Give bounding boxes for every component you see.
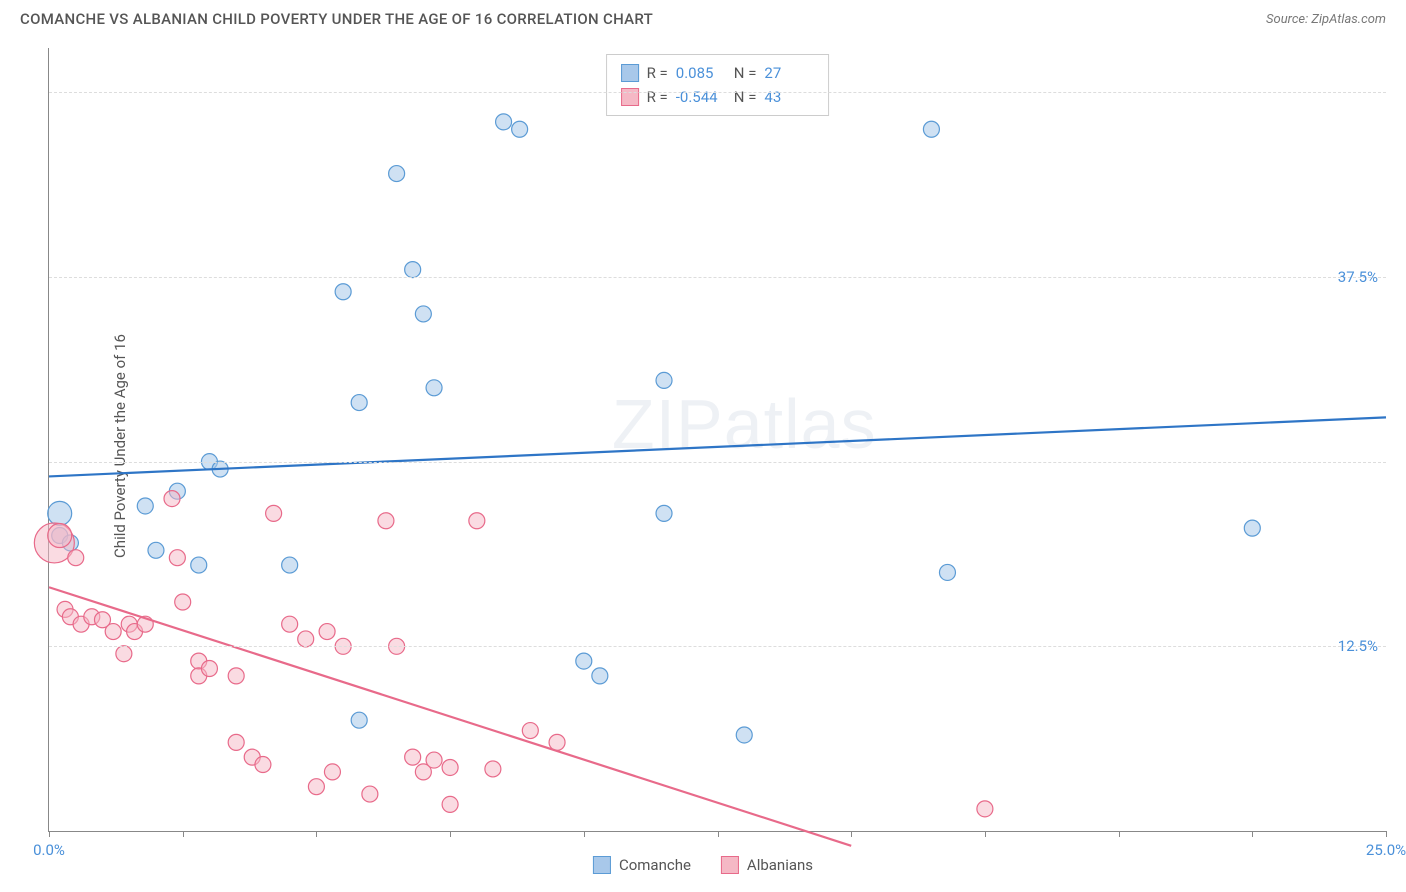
r-label: R =	[647, 61, 668, 85]
data-point	[282, 616, 298, 632]
data-point	[351, 712, 367, 728]
data-point	[389, 166, 405, 182]
data-point	[656, 372, 672, 388]
data-point	[164, 491, 180, 507]
x-tick	[49, 831, 50, 837]
data-point	[405, 262, 421, 278]
x-tick	[584, 831, 585, 837]
data-point	[426, 380, 442, 396]
x-tick	[718, 831, 719, 837]
gridline	[49, 462, 1386, 463]
data-point	[736, 727, 752, 743]
data-point	[656, 505, 672, 521]
data-point	[68, 550, 84, 566]
legend-swatch	[593, 856, 611, 874]
series-swatch	[621, 88, 639, 106]
data-point	[48, 501, 72, 525]
legend-swatch	[721, 856, 739, 874]
data-point	[228, 668, 244, 684]
data-point	[191, 557, 207, 573]
stats-row: R = -0.544 N = 43	[621, 85, 815, 109]
data-point	[405, 749, 421, 765]
data-point	[415, 306, 431, 322]
chart-plot-area: ZIPatlas R =0.085N =27R =-0.544N =43 12.…	[48, 48, 1386, 832]
data-point	[378, 513, 394, 529]
gridline	[49, 277, 1386, 278]
data-point	[175, 594, 191, 610]
data-point	[319, 624, 335, 640]
x-tick	[450, 831, 451, 837]
trend-line	[49, 417, 1386, 476]
x-tick	[316, 831, 317, 837]
scatter-plot-svg	[49, 48, 1386, 831]
x-tick-label: 0.0%	[33, 841, 65, 859]
data-point	[1244, 520, 1260, 536]
y-tick-label: 12.5%	[1338, 637, 1378, 655]
legend-item: Albanians	[721, 856, 813, 874]
gridline	[49, 92, 1386, 93]
y-tick-label: 37.5%	[1338, 268, 1378, 286]
data-point	[324, 764, 340, 780]
data-point	[228, 734, 244, 750]
data-point	[496, 114, 512, 130]
data-point	[426, 752, 442, 768]
r-value: -0.544	[676, 85, 726, 109]
chart-legend: Comanche Albanians	[593, 856, 813, 874]
n-value: 43	[764, 85, 814, 109]
x-tick	[851, 831, 852, 837]
legend-item: Comanche	[593, 856, 691, 874]
stats-row: R = 0.085 N = 27	[621, 61, 815, 85]
data-point	[362, 786, 378, 802]
data-point	[298, 631, 314, 647]
data-point	[308, 779, 324, 795]
series-swatch	[621, 64, 639, 82]
data-point	[148, 542, 164, 558]
data-point	[335, 284, 351, 300]
x-tick	[1119, 831, 1120, 837]
x-tick	[985, 831, 986, 837]
data-point	[137, 498, 153, 514]
data-point	[592, 668, 608, 684]
data-point	[576, 653, 592, 669]
data-point	[48, 524, 72, 548]
data-point	[351, 395, 367, 411]
r-value: 0.085	[676, 61, 726, 85]
data-point	[442, 759, 458, 775]
x-tick	[1252, 831, 1253, 837]
data-point	[939, 564, 955, 580]
data-point	[255, 757, 271, 773]
x-tick	[1386, 831, 1387, 837]
data-point	[923, 121, 939, 137]
n-label: N =	[734, 61, 757, 85]
data-point	[522, 723, 538, 739]
correlation-stats-box: R = 0.085 N = 27 R = -0.544 N = 43	[606, 54, 830, 116]
n-value: 27	[764, 61, 814, 85]
data-point	[201, 660, 217, 676]
data-point	[116, 646, 132, 662]
gridline	[49, 646, 1386, 647]
data-point	[105, 624, 121, 640]
r-label: R =	[647, 85, 668, 109]
data-point	[485, 761, 501, 777]
legend-label: Albanians	[747, 856, 813, 874]
data-point	[282, 557, 298, 573]
data-point	[512, 121, 528, 137]
data-point	[442, 796, 458, 812]
n-label: N =	[734, 85, 757, 109]
data-point	[266, 505, 282, 521]
data-point	[549, 734, 565, 750]
data-point	[469, 513, 485, 529]
x-tick	[183, 831, 184, 837]
data-point	[977, 801, 993, 817]
source-attribution: Source: ZipAtlas.com	[1266, 12, 1386, 27]
chart-title: COMANCHE VS ALBANIAN CHILD POVERTY UNDER…	[20, 10, 653, 28]
data-point	[169, 550, 185, 566]
legend-label: Comanche	[619, 856, 691, 874]
x-tick-label: 25.0%	[1366, 841, 1406, 859]
